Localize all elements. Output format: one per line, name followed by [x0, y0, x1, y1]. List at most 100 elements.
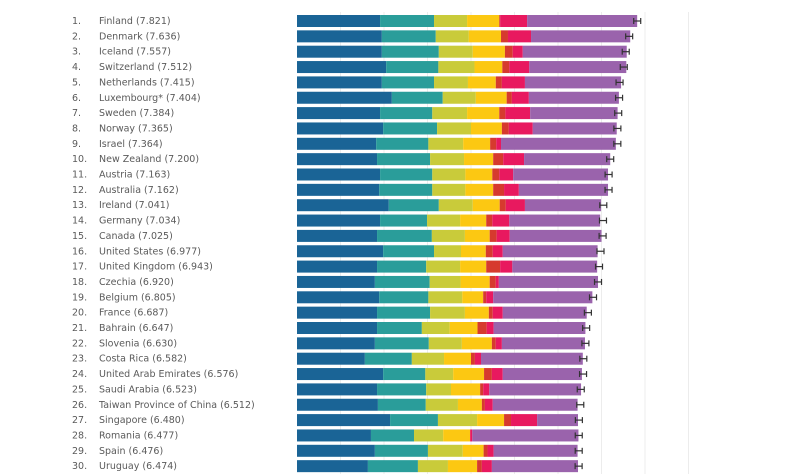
bar-segment-gdp — [297, 352, 365, 365]
country-label: Iceland (7.557) — [99, 47, 171, 58]
bar-segment-generosity — [488, 306, 493, 319]
bar-segment-generosity — [493, 153, 504, 166]
error-bar — [606, 156, 615, 163]
bar-segment-generosity — [504, 45, 513, 58]
error-bar — [619, 64, 628, 71]
bar-segment-gdp — [297, 275, 375, 288]
bar-segment-health — [428, 137, 464, 150]
bar-segment-corruption — [503, 153, 525, 166]
bar-segment-dystopia — [529, 61, 627, 74]
country-label: Saudi Arabia (6.523) — [99, 384, 197, 395]
bar-segment-dystopia — [528, 91, 619, 104]
bar-segment-health — [429, 275, 461, 288]
bar-segment-generosity — [501, 122, 509, 135]
bar-segment-generosity — [480, 383, 484, 396]
bar-segment-freedom — [460, 245, 486, 258]
country-label: Finland (7.821) — [99, 16, 171, 27]
country-label: Norway (7.365) — [99, 123, 173, 134]
error-bar — [574, 432, 583, 439]
bar-segment-freedom — [474, 61, 503, 74]
country-label: New Zealand (7.200) — [99, 154, 199, 165]
bar-segment-generosity — [499, 199, 506, 212]
error-bar — [579, 355, 588, 362]
bar-segment-generosity — [499, 107, 506, 120]
bar-segment-dystopia — [522, 45, 627, 58]
rank-label: 20. — [72, 308, 87, 319]
chart-row: 12. Australia (7.162) — [72, 183, 613, 196]
bar-segment-health — [430, 153, 465, 166]
bar-segment-social — [374, 444, 428, 457]
bar-segment-generosity — [502, 61, 510, 74]
bar-segment-generosity — [491, 337, 496, 350]
bar-segment-social — [379, 291, 429, 304]
bar-segment-corruption — [504, 183, 519, 196]
bar-segment-generosity — [490, 137, 497, 150]
error-bar — [594, 263, 604, 270]
bar-segment-gdp — [297, 199, 389, 212]
country-label: Israel (7.364) — [99, 139, 163, 150]
bar-segment-social — [376, 137, 429, 150]
bar-segment-dystopia — [530, 107, 618, 120]
bar-segment-health — [427, 444, 463, 457]
bar-segment-freedom — [461, 337, 492, 350]
bar-segment-generosity — [499, 15, 501, 27]
bar-segment-dystopia — [527, 15, 638, 27]
bar-segment-health — [426, 383, 451, 396]
error-bar — [582, 325, 591, 331]
chart-row: 18. Czechia (6.920) — [72, 275, 603, 288]
rank-label: 21. — [72, 323, 87, 334]
rank-label: 19. — [72, 292, 87, 303]
bar-segment-corruption — [492, 306, 503, 319]
chart-row: 15. Canada (7.025) — [72, 229, 607, 242]
bar-segment-dystopia — [492, 398, 578, 411]
chart-row: 28. Romania (6.477) — [72, 429, 583, 442]
error-bar — [596, 248, 605, 255]
bar-segment-social — [388, 199, 439, 212]
bar-segment-corruption — [487, 444, 494, 457]
bar-segment-generosity — [492, 168, 500, 181]
bar-segment-freedom — [467, 15, 500, 27]
bar-segment-social — [377, 260, 427, 273]
bar-segment-corruption — [481, 460, 492, 473]
bar-segment-dystopia — [493, 444, 578, 457]
country-label: Spain (6.476) — [99, 446, 163, 457]
bar-segment-dystopia — [518, 183, 609, 196]
bar-segment-dystopia — [502, 368, 582, 381]
bar-segment-freedom — [457, 398, 482, 411]
rank-label: 14. — [72, 216, 87, 227]
bar-segment-gdp — [297, 306, 378, 319]
bar-segment-gdp — [297, 414, 391, 427]
bar-segment-dystopia — [512, 260, 598, 273]
bar-segment-generosity — [506, 91, 512, 104]
bar-segment-social — [391, 91, 443, 104]
bar-segment-corruption — [491, 368, 503, 381]
bar-segment-social — [377, 306, 431, 319]
country-label: Ireland (7.041) — [99, 200, 170, 211]
bar-segment-gdp — [297, 137, 377, 150]
bar-segment-social — [370, 429, 415, 442]
rank-label: 29. — [72, 446, 87, 457]
bar-segment-dystopia — [524, 199, 602, 212]
chart-row: 7. Sweden (7.384) — [72, 107, 623, 120]
bar-segment-gdp — [297, 214, 381, 227]
bar-segment-health — [438, 45, 473, 58]
rank-label: 18. — [72, 277, 87, 288]
chart-row: 27. Singapore (6.480) — [72, 414, 583, 427]
bar-segment-dystopia — [531, 30, 631, 43]
rank-label: 5. — [72, 77, 81, 88]
bar-segment-health — [432, 107, 468, 120]
bar-segment-dystopia — [501, 137, 616, 150]
bar-segment-generosity — [477, 322, 487, 334]
error-bar — [576, 401, 585, 408]
rank-label: 22. — [72, 338, 87, 349]
bar-segment-health — [425, 398, 458, 411]
chart-row: 9. Israel (7.364) — [72, 137, 622, 150]
bar-segment-health — [428, 291, 463, 304]
bar-segment-corruption — [500, 260, 513, 273]
bar-segment-freedom — [460, 260, 487, 273]
bar-segment-freedom — [463, 137, 491, 150]
country-label: United Kingdom (6.943) — [99, 262, 213, 273]
error-bar — [621, 48, 630, 55]
bar-segment-gdp — [297, 76, 382, 89]
chart-row: 8. Norway (7.365) — [72, 122, 622, 135]
